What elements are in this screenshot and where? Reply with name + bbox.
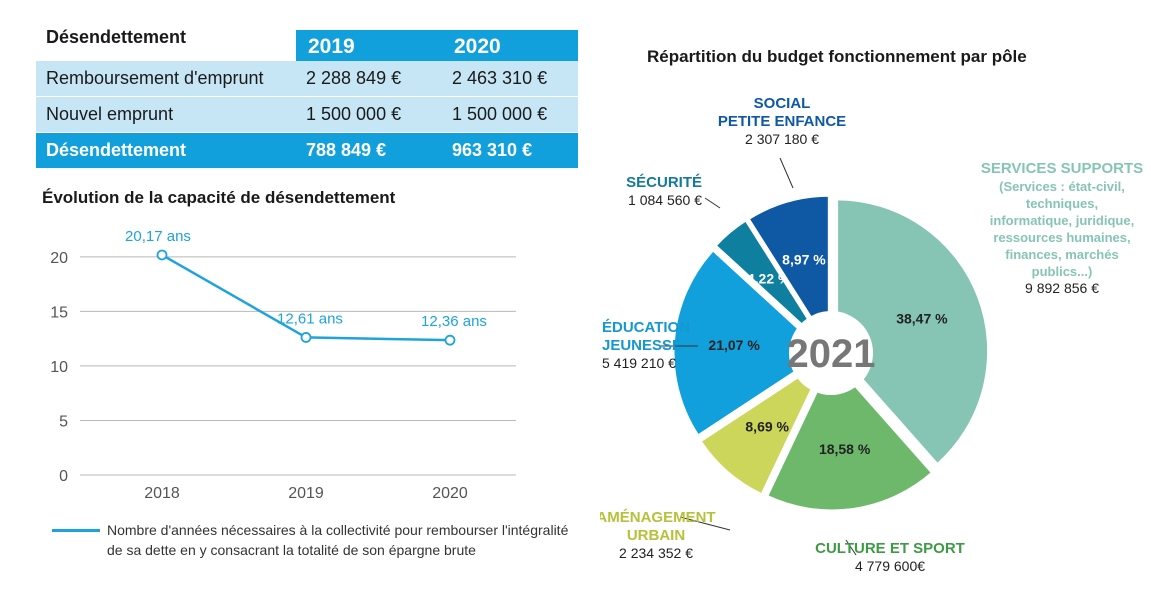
- pie-center: [789, 311, 873, 395]
- y-tick-label: 10: [50, 359, 68, 376]
- row-label: Nouvel emprunt: [46, 104, 174, 124]
- year-header-bar: [296, 30, 578, 61]
- data-label: 12,61 ans: [277, 310, 343, 327]
- debt-table: Désendettement 2019 2020 Remboursement d…: [36, 26, 578, 168]
- slice-sub-label: techniques,: [1026, 196, 1098, 211]
- legend-swatch: [52, 529, 100, 532]
- slice-name-label: ÉDUCATION: [602, 319, 690, 336]
- pie-slice: [671, 247, 828, 439]
- year-2020-header: 2020: [454, 35, 501, 58]
- leader-line: [779, 157, 794, 189]
- row-value-2020: 2 463 310 €: [452, 68, 548, 88]
- pie-slice: [697, 353, 831, 497]
- data-point: [156, 249, 168, 261]
- pie-chart: 38,47 % 18,58 % 8,69 % 21,07 % 4,22 % 8,97 % 2…: [600, 95, 1143, 574]
- leader-line: [679, 516, 731, 531]
- slice-name-label: PETITE ENFANCE: [718, 113, 846, 130]
- total-value-2019: 788 849 €: [306, 140, 387, 160]
- slice-sub-label: ressources humaines,: [993, 230, 1130, 245]
- data-label: 12,36 ans: [421, 313, 487, 330]
- table-row: Nouvel emprunt 1 500 000 € 1 500 000 €: [36, 97, 578, 132]
- table-header-row: Désendettement 2019 2020: [36, 26, 578, 61]
- slice-name-label: SOCIAL: [754, 95, 811, 112]
- slice-name-label: SERVICES SUPPORTS: [981, 160, 1143, 177]
- slice-name-label: SÉCURITÉ: [626, 174, 702, 191]
- slice-percent-label: 4,22 %: [747, 270, 791, 286]
- slice-amount-label: 1 084 560 €: [628, 192, 702, 208]
- table-title: Désendettement: [46, 27, 187, 47]
- total-label: Désendettement: [46, 140, 187, 160]
- slice-sub-label: publics...): [1032, 264, 1093, 279]
- table-row: Remboursement d'emprunt 2 288 849 € 2 46…: [36, 61, 578, 96]
- pie-slice: [712, 217, 829, 350]
- slice-percent-label: 18,58 %: [819, 441, 871, 457]
- slice-percent-label: 8,97 %: [782, 252, 826, 268]
- line-chart-title: Évolution de la capacité de désendetteme…: [42, 188, 396, 207]
- slice-amount-label: 4 779 600€: [855, 558, 925, 574]
- row-label: Remboursement d'emprunt: [46, 68, 264, 88]
- slice-percent-label: 21,07 %: [708, 337, 760, 353]
- data-point: [444, 334, 456, 346]
- row-value-2020: 1 500 000 €: [452, 104, 548, 124]
- row-separator: [36, 96, 578, 97]
- slice-amount-label: 2 234 352 €: [619, 545, 693, 561]
- slice-name-label: CULTURE ET SPORT: [815, 540, 965, 557]
- row-value-2019: 2 288 849 €: [306, 68, 402, 88]
- row-value-2019: 1 500 000 €: [306, 104, 402, 124]
- slice-percent-label: 38,47 %: [896, 311, 948, 327]
- slice-name-label: URBAIN: [627, 527, 685, 544]
- pie-center-label: 2021: [787, 332, 876, 376]
- slice-label-group: SERVICES SUPPORTS (Services : état-civil,…: [981, 160, 1143, 296]
- x-tick-label: 2019: [288, 485, 324, 502]
- y-tick-label: 5: [59, 413, 68, 430]
- pie-slice: [764, 356, 935, 513]
- total-value-2020: 963 310 €: [452, 140, 533, 160]
- pie-slice: [835, 197, 991, 467]
- slice-sub-label: informatique, juridique,: [990, 213, 1134, 228]
- y-tick-label: 20: [50, 250, 68, 267]
- x-tick-label: 2018: [144, 485, 180, 502]
- legend-label: Nombre d'années nécessaires à la collect…: [107, 522, 569, 558]
- slice-percent-label: 8,69 %: [745, 418, 789, 434]
- pie-slice: [746, 193, 831, 353]
- leader-line: [845, 539, 857, 556]
- pie-chart-title: Répartition du budget fonctionnement par…: [647, 47, 1027, 66]
- slice-name-label: AMÉNAGEMENT: [600, 509, 716, 526]
- slice-amount-label: 5 419 210 €: [602, 355, 676, 371]
- table-total-row: Désendettement 788 849 € 963 310 €: [36, 133, 578, 168]
- year-2019-header: 2019: [308, 35, 355, 58]
- x-tick-label: 2020: [432, 485, 468, 502]
- slice-amount-label: 9 892 856 €: [1025, 280, 1099, 296]
- slice-name-label: JEUNESSE: [602, 337, 682, 354]
- line-chart: 0 5 10 15 20 2018 2019 2020 20,17 ans 12,61 ans 12…: [50, 228, 516, 502]
- data-point: [300, 332, 312, 343]
- slice-sub-label: (Services : état-civil,: [999, 179, 1125, 194]
- y-tick-label: 15: [50, 304, 68, 321]
- slice-sub-label: finances, marchés: [1005, 247, 1118, 262]
- y-tick-label: 0: [59, 468, 68, 485]
- slice-amount-label: 2 307 180 €: [745, 131, 819, 147]
- leader-line: [704, 197, 721, 209]
- data-label: 20,17 ans: [125, 228, 191, 245]
